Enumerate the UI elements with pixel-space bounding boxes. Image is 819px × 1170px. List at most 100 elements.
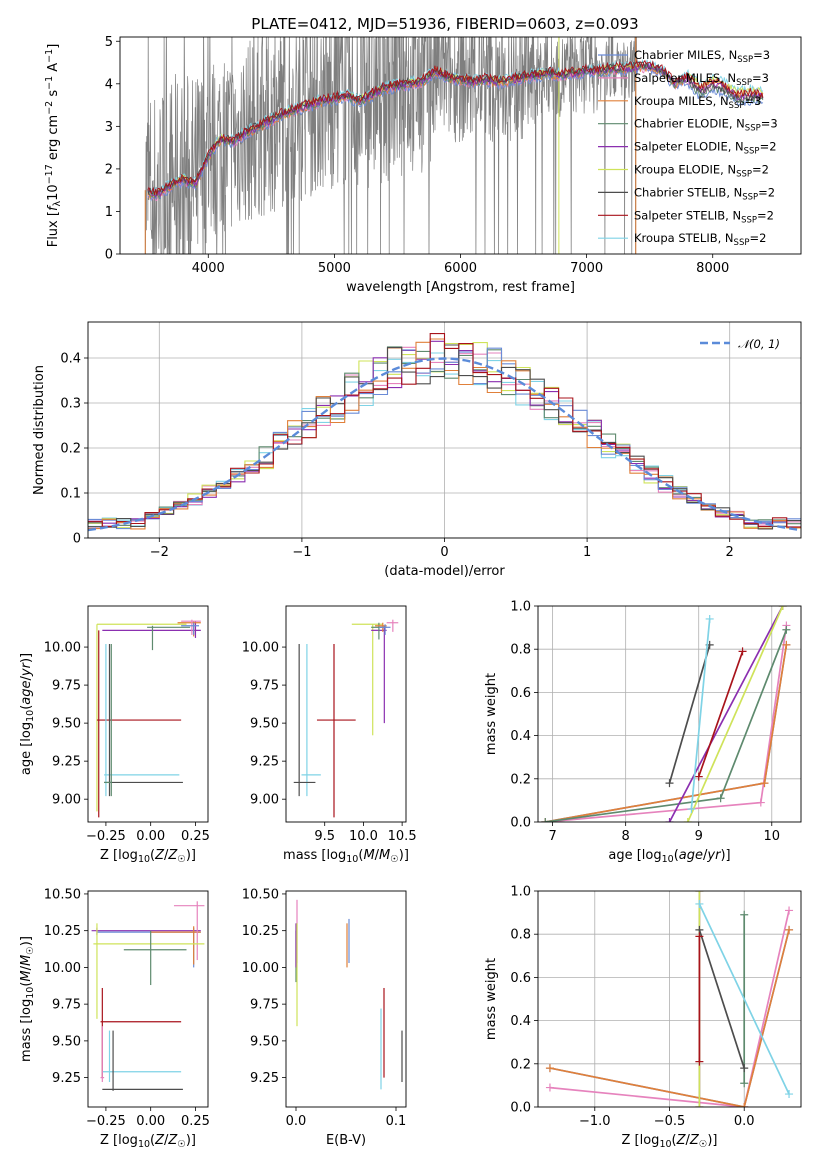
- errorbar-point: [173, 901, 205, 961]
- y-tick-label: 0.6: [510, 686, 531, 701]
- plot-area-massweight-vs-Z: [538, 891, 801, 1107]
- errorbar-point: [91, 927, 201, 936]
- mass-weight-marker: [740, 1079, 749, 1088]
- panel-age-vs-Z: −0.25 0.00 0.25 9.00 9.25 9.50 9.75 10.00 Z [log…: [19, 605, 210, 865]
- y-axis-label: age [log10(age/yr)]: [19, 653, 36, 775]
- mass-weight-marker: [760, 779, 769, 788]
- x-tick-label: 0.0: [286, 1114, 307, 1129]
- x-axis-label: E(B-V): [326, 1133, 366, 1148]
- legend-entry: Chabrier STELIB, NSSP=2: [634, 185, 775, 202]
- x-tick-label: −2: [150, 545, 169, 560]
- mass-weight-line: [698, 903, 790, 1095]
- mass-weight-marker: [716, 794, 725, 803]
- mass-weight-marker: [756, 798, 765, 807]
- y-tick-label: 9.00: [52, 793, 81, 808]
- y-tick-label: 10.00: [44, 641, 81, 656]
- x-tick-label: −1: [292, 545, 311, 560]
- x-axis-label: Z [log10(Z/Z☉)]: [100, 848, 196, 865]
- axes-frame: [119, 36, 802, 255]
- mass-weight-line: [668, 644, 711, 784]
- plot-area-residuals: [88, 322, 801, 538]
- errorbar-point: [96, 927, 201, 968]
- y-tick-label: 10.00: [242, 641, 279, 656]
- x-tick-label: 10.0: [349, 829, 378, 844]
- errorbar-point: [104, 644, 180, 797]
- y-tick-label: 0.2: [510, 1057, 531, 1072]
- mass-weight-marker: [785, 906, 794, 915]
- errorbar-point: [177, 621, 201, 637]
- legend-entry: Kroupa ELODIE, NSSP=2: [634, 163, 769, 180]
- y-tick-label: 2: [105, 162, 113, 177]
- mass-weight-marker: [665, 818, 674, 822]
- figure-title: PLATE=0412, MJD=51936, FIBERID=0603, z=0…: [251, 15, 638, 33]
- mass-weight-line: [545, 629, 788, 822]
- y-tick-label: 4: [105, 77, 113, 92]
- x-tick-label: 7: [548, 829, 556, 844]
- y-tick-label: 9.25: [250, 1071, 279, 1086]
- x-tick-label: 0.00: [136, 1114, 165, 1129]
- panel-mass-vs-Z: −0.25 0.00 0.25 9.25 9.50 9.75 10.00 10.25 10.50…: [19, 887, 210, 1150]
- y-tick-label: 0: [105, 248, 113, 263]
- plot-area-massweight-vs-age: [538, 606, 801, 822]
- x-tick-label: −1.0: [579, 1114, 611, 1129]
- x-axis-label: wavelength [Angstrom, rest frame]: [346, 280, 575, 295]
- mass-weight-marker: [687, 805, 696, 814]
- errorbar-point: [93, 923, 205, 1019]
- errorbar-point: [371, 625, 387, 724]
- mass-weight-marker: [695, 1103, 704, 1107]
- y-tick-label: 1.0: [510, 885, 531, 900]
- errorbar-point: [386, 619, 399, 632]
- errorbar-point: [150, 926, 201, 965]
- panel-age-vs-mass: 9.5 10.0 10.5 9.00 9.25 9.50 9.75 10.00 mass [lo…: [242, 605, 417, 865]
- mass-weight-line: [687, 606, 784, 822]
- y-tick-label: 0.0: [510, 816, 531, 831]
- mass-weight-marker: [705, 614, 714, 623]
- panel-massweight-vs-Z: −1.0 −0.5 0.0 0.0 0.2 0.4 0.6 0.8 1.0 Z [log10(Z/…: [484, 885, 802, 1150]
- panel-residuals: −2 −1 0 1 2 0 0.1 0.2 0.3 0.4 (data-model)/error No…: [32, 321, 802, 579]
- y-tick-label: 9.25: [52, 755, 81, 770]
- axes-frame: [537, 890, 802, 1108]
- errorbar-point: [181, 619, 201, 635]
- plot-area-spectrum: [144, 37, 764, 254]
- x-tick-label: 5000: [318, 261, 351, 276]
- x-tick-label: 0.25: [181, 1114, 210, 1129]
- y-tick-label: 0.8: [510, 928, 531, 943]
- mass-weight-line: [668, 606, 784, 822]
- normal-distribution-curve: [88, 357, 801, 532]
- mass-weight-line: [697, 651, 744, 777]
- x-tick-label: 6000: [444, 261, 477, 276]
- legend-entry: Kroupa STELIB, NSSP=2: [634, 231, 766, 248]
- y-tick-label: 10.50: [242, 887, 279, 902]
- observed-spectrum: [145, 37, 638, 254]
- mass-weight-line: [545, 644, 788, 822]
- x-tick-label: 0.00: [136, 829, 165, 844]
- errorbar-point: [181, 622, 200, 635]
- x-tick-label: 2: [726, 545, 734, 560]
- errorbar-point: [301, 644, 321, 797]
- y-tick-label: 5: [105, 35, 113, 50]
- y-tick-label: 0.2: [510, 772, 531, 787]
- y-tick-label: 9.75: [250, 998, 279, 1013]
- y-tick-label: 0.8: [510, 643, 531, 658]
- errorbar-point: [104, 644, 183, 797]
- model-fit-line: [147, 59, 764, 196]
- axes-frame: [285, 890, 407, 1108]
- mass-weight-marker: [545, 1083, 554, 1092]
- y-tick-label: 0.6: [510, 971, 531, 986]
- y-tick-label: 1.0: [510, 600, 531, 615]
- mass-weight-marker: [740, 910, 749, 919]
- legend-entry: 𝒩(0, 1): [738, 337, 780, 351]
- y-tick-label: 9.75: [52, 998, 81, 1013]
- y-tick-label: 9.75: [52, 679, 81, 694]
- model-fit-line: [147, 59, 764, 195]
- y-tick-label: 1: [105, 205, 113, 220]
- y-tick-label: 9.25: [52, 1071, 81, 1086]
- legend-entry: Kroupa MILES, NSSP=3: [634, 94, 761, 111]
- mass-weight-marker: [738, 647, 747, 656]
- x-tick-label: 1: [583, 545, 591, 560]
- model-fit-line: [147, 61, 764, 197]
- mass-weight-marker: [782, 625, 791, 634]
- x-tick-label: 8000: [696, 261, 729, 276]
- y-tick-label: 0.0: [510, 1101, 531, 1116]
